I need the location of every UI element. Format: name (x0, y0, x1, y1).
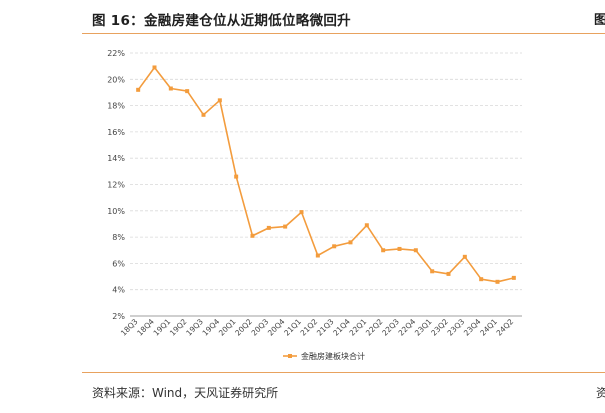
next-source-stub: 资 (596, 386, 605, 400)
data-point (332, 244, 337, 249)
y-tick-label: 2% (112, 312, 125, 321)
y-tick-label: 22% (107, 49, 125, 58)
data-point (511, 275, 516, 280)
next-figure-divider (590, 33, 605, 34)
data-point (479, 277, 484, 282)
x-tick-label: 20Q3 (250, 317, 271, 338)
x-tick-label: 22Q2 (364, 317, 385, 338)
x-tick-label: 22Q3 (380, 317, 401, 338)
series-line (137, 66, 514, 283)
x-tick-label: 21Q4 (331, 317, 352, 338)
x-tick-label: 19Q2 (168, 317, 189, 338)
x-tick-label: 19Q1 (152, 317, 173, 338)
y-tick-label: 16% (107, 128, 125, 137)
x-tick-label: 18Q4 (135, 317, 156, 338)
data-point (397, 246, 402, 251)
x-tick-label: 21Q1 (282, 317, 303, 338)
data-point (381, 248, 386, 253)
data-point (446, 271, 451, 276)
source-note: 资料来源：Wind，天风证券研究所 (92, 386, 279, 400)
x-tick-label: 21Q3 (315, 317, 336, 338)
x-tick-label: 23Q2 (429, 317, 450, 338)
data-point (495, 279, 500, 284)
y-tick-label: 18% (107, 102, 125, 111)
data-point (364, 223, 369, 228)
title-divider (82, 33, 590, 34)
y-tick-label: 8% (112, 233, 125, 242)
x-tick-label: 22Q1 (348, 317, 369, 338)
y-tick-label: 6% (112, 259, 125, 268)
x-tick-label: 24Q1 (478, 317, 499, 338)
data-point (168, 86, 173, 91)
data-point (201, 112, 206, 117)
x-tick-label: 19Q3 (184, 317, 205, 338)
data-point (283, 224, 288, 229)
y-tick-label: 4% (112, 286, 125, 295)
data-point (217, 98, 222, 103)
data-point (315, 253, 320, 258)
figure-title: 图 16：金融房建仓位从近期低位略微回升 (92, 13, 351, 29)
next-figure-title-stub: 图 (594, 13, 605, 25)
x-tick-label: 23Q1 (413, 317, 434, 338)
data-point (185, 89, 190, 94)
data-point (152, 65, 157, 70)
data-point (250, 233, 255, 238)
data-point (462, 254, 467, 259)
data-point (234, 174, 239, 179)
x-tick-label: 24Q2 (495, 317, 516, 338)
data-point (430, 269, 435, 274)
next-source-divider (590, 372, 605, 373)
legend-label: 金融房建板块合计 (301, 351, 365, 361)
data-point (348, 240, 353, 245)
x-tick-label: 20Q4 (266, 317, 287, 338)
y-tick-label: 20% (107, 75, 125, 84)
data-point (136, 87, 141, 92)
x-tick-label: 22Q4 (397, 317, 418, 338)
x-tick-label: 21Q2 (299, 317, 320, 338)
x-tick-label: 23Q3 (446, 317, 467, 338)
x-tick-label: 20Q2 (233, 317, 254, 338)
x-tick-label: 23Q4 (462, 317, 483, 338)
y-tick-label: 12% (107, 181, 125, 190)
x-tick-label: 19Q4 (201, 317, 222, 338)
x-tick-label: 20Q1 (217, 317, 238, 338)
data-point (299, 210, 304, 215)
legend-swatch-marker (288, 354, 292, 358)
y-tick-label: 14% (107, 154, 125, 163)
y-tick-label: 10% (107, 207, 125, 216)
data-point (266, 225, 271, 230)
source-divider (82, 372, 590, 373)
data-point (413, 248, 418, 253)
